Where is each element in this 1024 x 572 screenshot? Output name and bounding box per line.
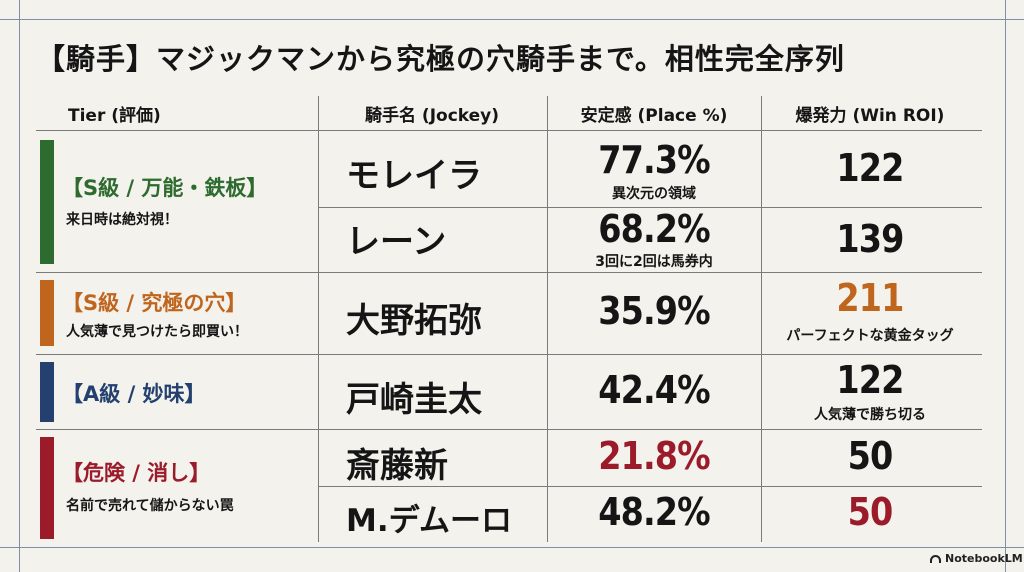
tier-label-s-all: 【S級 / 万能・鉄板】: [62, 176, 268, 200]
notebooklm-icon: [930, 555, 941, 563]
tier-label-a: 【A級 / 妙味】: [62, 382, 206, 406]
header-jockey: 騎手名 (Jockey): [365, 106, 499, 126]
place-rate: 68.2%: [598, 207, 711, 251]
row-divider: [36, 272, 982, 273]
brand-watermark: NotebookLM: [930, 552, 1023, 565]
header-place: 安定感 (Place %): [580, 106, 728, 126]
tier-sub-s-all: 来日時は絶対視！: [66, 212, 178, 228]
header-divider: [36, 130, 982, 131]
place-note: 3回に2回は馬券内: [595, 254, 713, 270]
row-divider: [318, 207, 982, 208]
place-rate: 48.2%: [598, 490, 711, 534]
jockey-name: モレイラ: [346, 156, 482, 196]
place-rate-highlight: 21.8%: [598, 434, 711, 478]
header-tier: Tier (評価): [68, 106, 161, 126]
tier-bar-a: [40, 362, 54, 422]
jockey-name: レーン: [346, 222, 447, 262]
roi-note: 人気薄で勝ち切る: [814, 407, 926, 423]
frame-line-top: [0, 19, 1024, 20]
row-divider: [318, 486, 982, 487]
win-roi: 122: [836, 358, 904, 402]
place-note: 異次元の領域: [612, 186, 696, 202]
jockey-name: 斎藤新: [346, 446, 448, 486]
win-roi-highlight: 50: [847, 490, 894, 534]
jockey-name: M.デムーロ: [346, 503, 513, 539]
frame-line-left: [19, 0, 20, 572]
place-rate: 42.4%: [598, 368, 711, 412]
page-title: 【騎手】マジックマンから究極の穴騎手まで。相性完全序列: [36, 42, 845, 76]
frame-line-right: [1005, 0, 1006, 572]
column-divider: [547, 96, 548, 542]
win-roi: 139: [836, 217, 904, 261]
brand-label: NotebookLM: [945, 552, 1023, 565]
tier-sub-danger: 名前で売れて儲からない罠: [66, 498, 234, 514]
row-divider: [36, 429, 982, 430]
place-rate: 35.9%: [598, 289, 711, 333]
tier-bar-danger: [40, 437, 54, 539]
win-roi: 122: [836, 146, 904, 190]
roi-note: パーフェクトな黄金タッグ: [786, 328, 954, 344]
column-divider: [761, 96, 762, 542]
place-rate: 77.3%: [598, 138, 711, 182]
column-divider: [318, 96, 319, 542]
tier-bar-s-all: [40, 140, 54, 264]
frame-line-bottom: [0, 547, 1024, 548]
win-roi-highlight: 211: [836, 276, 904, 320]
row-divider: [36, 354, 982, 355]
tier-label-danger: 【危険 / 消し】: [62, 461, 211, 485]
jockey-name: 大野拓弥: [346, 301, 482, 341]
jockey-name: 戸崎圭太: [346, 380, 482, 420]
tier-sub-s-longshot: 人気薄で見つけたら即買い！: [66, 324, 248, 340]
header-roi: 爆発力 (Win ROI): [795, 106, 945, 126]
tier-label-s-longshot: 【S級 / 究極の穴】: [62, 291, 247, 315]
tier-bar-s-longshot: [40, 280, 54, 346]
win-roi: 50: [847, 434, 894, 478]
